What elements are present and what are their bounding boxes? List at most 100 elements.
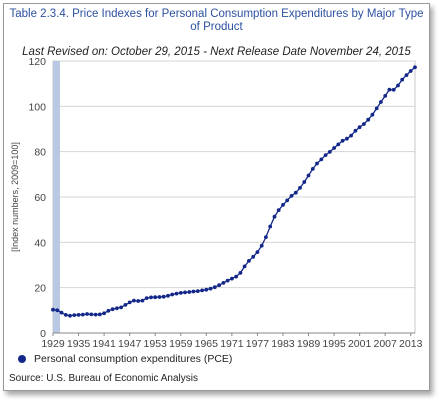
chart-title: Table 2.3.4. Price Indexes for Personal … — [9, 8, 424, 33]
data-point — [251, 254, 256, 259]
data-point — [89, 312, 94, 317]
data-point — [170, 292, 175, 297]
data-point — [174, 291, 179, 296]
data-point — [55, 308, 60, 313]
y-tick-label: 120 — [28, 56, 46, 68]
data-point — [127, 300, 132, 305]
data-point — [332, 146, 336, 150]
chart-frame: Table 2.3.4. Price Indexes for Personal … — [3, 3, 430, 391]
data-point — [59, 310, 64, 315]
legend-label: Personal consumption expenditures (PCE) — [34, 353, 233, 365]
x-tick-label: 1977 — [246, 338, 270, 350]
data-point — [315, 161, 319, 166]
data-point — [144, 296, 149, 300]
data-point — [212, 285, 217, 290]
data-point — [234, 274, 239, 279]
data-point — [379, 100, 383, 104]
x-tick-label: 2001 — [348, 338, 372, 350]
data-point — [255, 250, 260, 255]
data-point — [225, 278, 230, 283]
y-tick-label: 100 — [28, 101, 46, 113]
x-tick-label: 1941 — [92, 338, 116, 350]
data-point — [153, 295, 158, 300]
data-point — [408, 69, 413, 73]
data-point — [217, 283, 222, 288]
data-point — [51, 307, 55, 312]
data-point — [272, 214, 277, 219]
data-point — [327, 150, 332, 154]
data-point — [195, 289, 200, 293]
data-point — [132, 298, 136, 303]
data-point — [200, 288, 205, 293]
data-point — [268, 224, 273, 229]
data-point — [208, 286, 213, 291]
data-point — [319, 157, 324, 162]
y-tick-label: 60 — [34, 192, 46, 204]
y-tick-label: 40 — [34, 237, 46, 249]
data-point — [119, 305, 123, 310]
x-tick-label: 1959 — [169, 338, 193, 350]
x-tick-label: 1953 — [144, 338, 168, 350]
x-tick-label: 1995 — [322, 338, 346, 350]
data-point — [161, 294, 166, 299]
data-point — [336, 142, 341, 147]
data-point — [97, 312, 102, 317]
data-point — [72, 313, 77, 317]
data-point — [289, 194, 294, 198]
data-point — [76, 313, 81, 317]
data-point — [370, 112, 375, 117]
data-point — [374, 106, 379, 111]
data-point — [264, 235, 268, 240]
data-point — [413, 65, 417, 70]
data-point — [387, 87, 392, 92]
chart-subtitle: Last Revised on: October 29, 2015 - Next… — [22, 46, 411, 58]
data-point — [140, 298, 145, 303]
y-tick-label: 20 — [34, 283, 46, 295]
data-point — [115, 306, 119, 311]
data-point — [366, 117, 371, 122]
data-point — [102, 311, 106, 316]
data-point — [281, 203, 285, 207]
data-point — [149, 295, 153, 300]
data-point — [178, 291, 183, 295]
data-point — [340, 138, 345, 143]
data-point — [106, 308, 111, 313]
data-point — [302, 180, 307, 184]
y-axis-label: [Index numbers, 2009=100] — [10, 142, 20, 252]
y-tick-label: 0 — [40, 328, 46, 340]
data-point — [157, 295, 162, 299]
data-point — [383, 94, 388, 98]
data-point — [362, 122, 366, 126]
data-point — [242, 264, 247, 269]
data-point — [353, 128, 358, 133]
shaded-band — [53, 61, 60, 333]
data-point — [400, 77, 405, 82]
data-point — [259, 243, 264, 248]
x-tick-label: 1989 — [297, 338, 321, 350]
data-point — [404, 73, 409, 77]
data-point — [68, 313, 72, 318]
data-point — [357, 125, 362, 130]
x-tick-label: 1947 — [118, 338, 142, 350]
data-point — [63, 313, 68, 317]
data-point — [136, 299, 141, 303]
data-point — [187, 290, 192, 294]
data-point — [293, 190, 298, 195]
data-point — [310, 167, 315, 171]
x-tick-label: 1935 — [67, 338, 91, 350]
data-point — [80, 312, 85, 317]
data-point — [230, 276, 234, 281]
data-point — [204, 287, 209, 292]
data-point — [285, 198, 290, 203]
legend: Personal consumption expenditures (PCE) — [18, 353, 232, 365]
data-point — [298, 186, 302, 190]
x-tick-label: 2007 — [374, 338, 398, 350]
data-point — [123, 303, 128, 307]
y-tick-label: 80 — [34, 147, 46, 159]
data-point — [238, 271, 243, 275]
data-point — [247, 259, 251, 263]
data-point — [391, 87, 396, 92]
x-tick-label: 2013 — [399, 338, 423, 350]
data-point — [85, 312, 89, 316]
